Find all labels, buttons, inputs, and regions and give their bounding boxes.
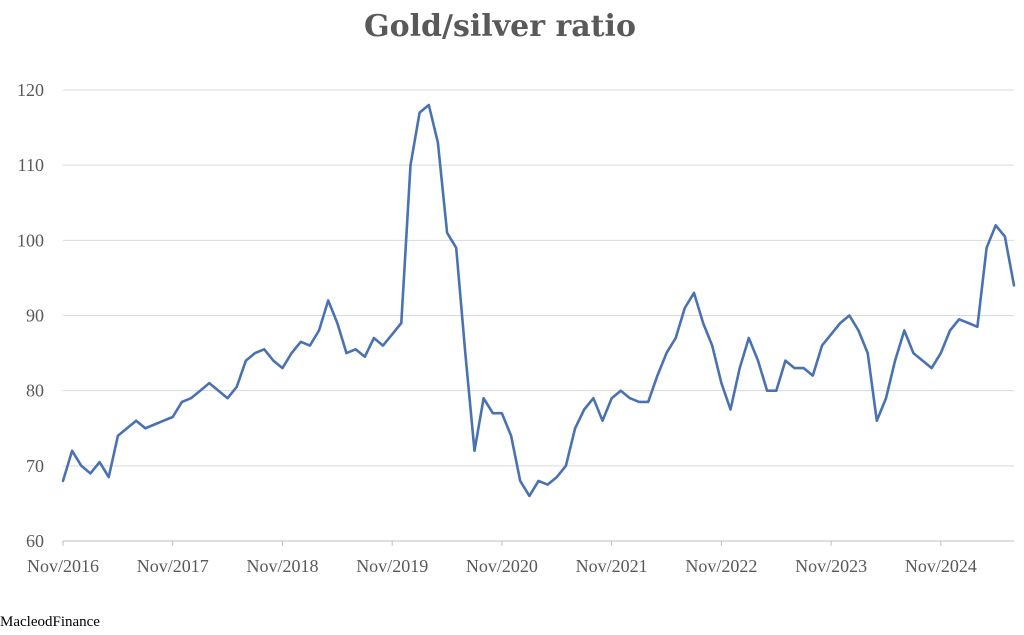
- x-tick-label: Nov/2017: [137, 556, 209, 576]
- y-tick-label: 120: [17, 80, 44, 100]
- y-tick-label: 60: [26, 531, 44, 551]
- x-tick-label: Nov/2024: [905, 556, 977, 576]
- y-tick-label: 80: [26, 381, 44, 401]
- gridlines: [63, 89, 1014, 467]
- x-tick-label: Nov/2020: [466, 556, 538, 576]
- x-tick-label: Nov/2019: [356, 556, 428, 576]
- x-tick-label: Nov/2018: [246, 556, 318, 576]
- series-layer: [61, 103, 1016, 498]
- y-tick-label: 90: [26, 306, 44, 326]
- x-tick-label: Nov/2022: [685, 556, 757, 576]
- y-tick-label: 100: [17, 230, 44, 250]
- source-label: MacleodFinance: [0, 614, 100, 630]
- x-axis-tick-labels: Nov/2016 Nov/2017 Nov/2018 Nov/2019 Nov/2020…: [27, 541, 977, 576]
- x-tick-label: Nov/2016: [27, 556, 99, 576]
- y-axis-tick-labels: 60 70 80 90 100 110 120: [17, 80, 44, 551]
- x-tick-label: Nov/2021: [576, 556, 648, 576]
- series-line: [61, 103, 1016, 498]
- chart-title: Gold/silver ratio: [364, 9, 636, 44]
- x-tick-label: Nov/2023: [795, 556, 867, 576]
- y-tick-label: 70: [26, 456, 44, 476]
- y-tick-label: 110: [18, 155, 44, 175]
